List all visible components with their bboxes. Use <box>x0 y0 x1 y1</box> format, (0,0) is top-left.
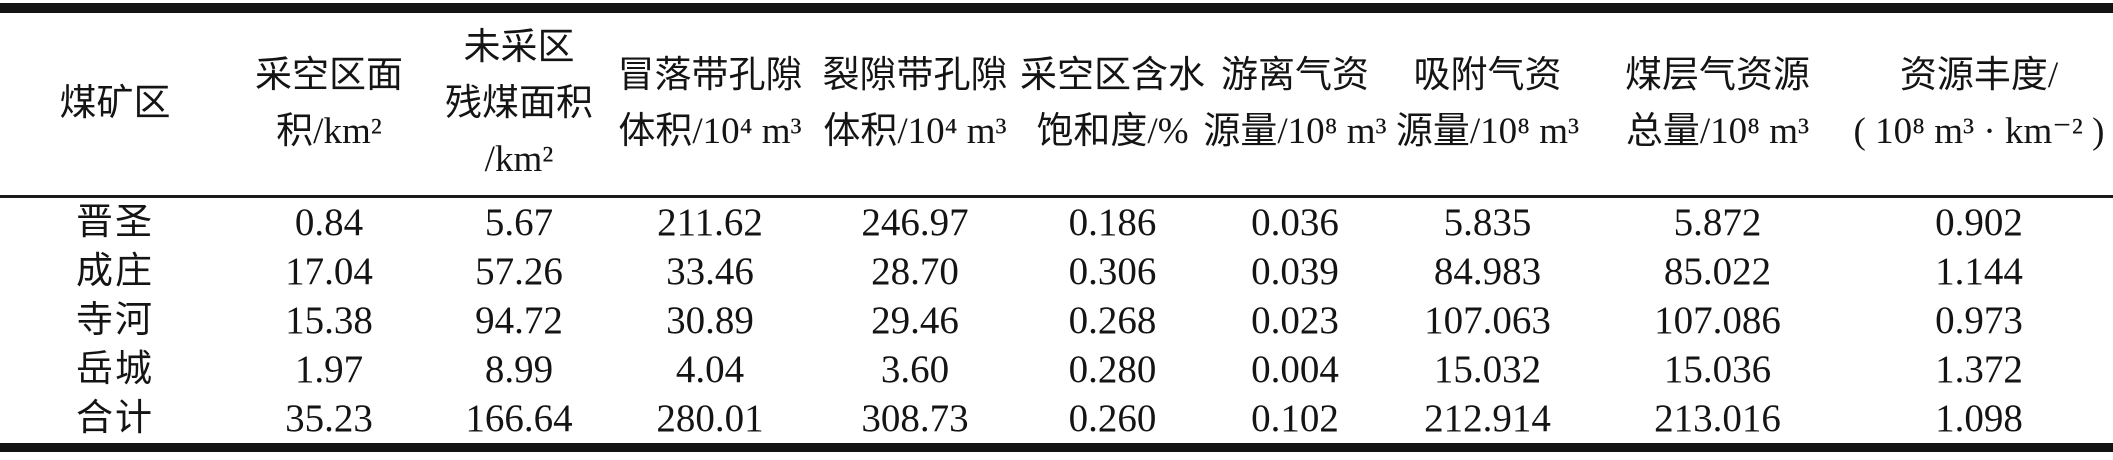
cell-caving-zone-pore: 33.46 <box>666 250 754 293</box>
header-line: 吸附气资 <box>1413 55 1562 96</box>
header-line: 冒落带孔隙 <box>617 55 803 96</box>
cell-resource-abundance: 0.973 <box>1935 299 2023 342</box>
cell-cbm-total: 5.872 <box>1673 201 1762 244</box>
cell-goaf-area: 15.38 <box>285 299 373 342</box>
cell-resource-abundance: 1.144 <box>1935 250 2023 293</box>
cell-fracture-zone-pore: 308.73 <box>861 397 969 440</box>
cell-fracture-zone-pore: 3.60 <box>880 348 950 391</box>
cell-unmined-coal-area: 8.99 <box>484 348 554 391</box>
cell-free-gas: 0.004 <box>1251 348 1339 391</box>
cell-cbm-total: 85.022 <box>1663 250 1772 293</box>
cell-free-gas: 0.036 <box>1251 201 1339 244</box>
cell-adsorbed-gas: 84.983 <box>1433 250 1542 293</box>
cell-caving-zone-pore: 30.89 <box>666 299 754 342</box>
table-row-chengzhuang: 成庄 17.04 57.26 33.46 28.70 0.306 0.039 8… <box>0 247 2113 296</box>
cell-resource-abundance: 1.098 <box>1935 397 2023 440</box>
column-header-cbm-total: 煤层气资源 总量/10⁸ m³ <box>1590 13 1845 195</box>
cell-resource-abundance: 1.372 <box>1935 348 2023 391</box>
column-header-caving-zone-pore: 冒落带孔隙 体积/10⁴ m³ <box>610 13 810 195</box>
cell-caving-zone-pore: 280.01 <box>656 397 764 440</box>
table-row-yuecheng: 岳城 1.97 8.99 4.04 3.60 0.280 0.004 15.03… <box>0 345 2113 394</box>
cell-cbm-total: 213.016 <box>1654 397 1781 440</box>
column-header-unmined-coal-area: 未采区 残煤面积 /km² <box>428 13 610 195</box>
table-header-row: 煤矿区 采空区面 积/km² 未采区 残煤面积 /km² 冒落带孔隙 体积/10… <box>0 13 2113 195</box>
header-line: 积/km² <box>276 111 382 152</box>
cell-fracture-zone-pore: 28.70 <box>871 250 959 293</box>
cell-water-saturation: 0.280 <box>1068 348 1157 391</box>
cell-adsorbed-gas: 5.835 <box>1443 201 1532 244</box>
cell-unmined-coal-area: 57.26 <box>475 250 563 293</box>
header-line: 残煤面积 <box>445 83 593 124</box>
cell-mine-name: 岳城 <box>76 349 154 390</box>
cell-water-saturation: 0.260 <box>1068 397 1157 440</box>
cell-mine-name: 合计 <box>76 398 154 439</box>
cell-cbm-total: 107.086 <box>1654 299 1781 342</box>
cell-goaf-area: 1.97 <box>294 348 364 391</box>
cell-water-saturation: 0.268 <box>1068 299 1157 342</box>
header-line: 饱和度/% <box>1036 111 1189 152</box>
header-line: 源量/10⁸ m³ <box>1203 111 1387 152</box>
cell-free-gas: 0.102 <box>1251 397 1339 440</box>
cell-water-saturation: 0.306 <box>1068 250 1157 293</box>
column-header-fracture-zone-pore: 裂隙带孔隙 体积/10⁴ m³ <box>810 13 1020 195</box>
column-header-free-gas: 游离气资 源量/10⁸ m³ <box>1203 13 1387 195</box>
cell-free-gas: 0.023 <box>1251 299 1339 342</box>
header-line: 裂隙带孔隙 <box>822 55 1008 96</box>
table-row-sihe: 寺河 15.38 94.72 30.89 29.46 0.268 0.023 1… <box>0 296 2113 345</box>
header-line: 煤矿区 <box>59 83 171 124</box>
column-header-mine-area: 煤矿区 <box>0 13 230 195</box>
cell-caving-zone-pore: 211.62 <box>657 201 763 244</box>
cell-free-gas: 0.039 <box>1251 250 1339 293</box>
cell-fracture-zone-pore: 246.97 <box>861 201 969 244</box>
table-row-total: 合计 35.23 166.64 280.01 308.73 0.260 0.10… <box>0 394 2113 443</box>
header-line: 资源丰度/ <box>1899 55 2059 96</box>
header-line: 煤层气资源 <box>1625 55 1810 96</box>
header-line: 未采区 <box>463 27 575 68</box>
cell-cbm-total: 15.036 <box>1663 348 1772 391</box>
header-line: 体积/10⁴ m³ <box>823 111 1007 152</box>
cell-goaf-area: 35.23 <box>285 397 373 440</box>
cell-adsorbed-gas: 15.032 <box>1433 348 1542 391</box>
cell-mine-name: 成庄 <box>76 251 154 292</box>
column-header-water-saturation: 采空区含水 饱和度/% <box>1020 13 1205 195</box>
header-line: 采空区含水 <box>1020 55 1205 96</box>
header-line: 采空区面 <box>255 55 403 96</box>
column-header-adsorbed-gas: 吸附气资 源量/10⁸ m³ <box>1385 13 1590 195</box>
table-bottom-rule <box>0 443 2113 452</box>
cell-mine-name: 寺河 <box>76 300 154 341</box>
cell-fracture-zone-pore: 29.46 <box>871 299 959 342</box>
cell-water-saturation: 0.186 <box>1068 201 1157 244</box>
cell-unmined-coal-area: 94.72 <box>475 299 563 342</box>
cell-goaf-area: 17.04 <box>285 250 373 293</box>
cell-unmined-coal-area: 166.64 <box>465 397 573 440</box>
cell-adsorbed-gas: 107.063 <box>1424 299 1551 342</box>
header-line: 体积/10⁴ m³ <box>618 111 802 152</box>
header-line: 游离气资 <box>1221 55 1369 96</box>
header-line: 总量/10⁸ m³ <box>1625 111 1810 152</box>
cell-mine-name: 晋圣 <box>76 202 154 243</box>
column-header-resource-abundance: 资源丰度/ ( 10⁸ m³ · km⁻² ) <box>1845 13 2113 195</box>
cell-adsorbed-gas: 212.914 <box>1424 397 1551 440</box>
cell-unmined-coal-area: 5.67 <box>484 201 554 244</box>
cell-goaf-area: 0.84 <box>294 201 364 244</box>
cell-caving-zone-pore: 4.04 <box>675 348 745 391</box>
coal-mine-gas-resource-table: 煤矿区 采空区面 积/km² 未采区 残煤面积 /km² 冒落带孔隙 体积/10… <box>0 3 2113 452</box>
table-row-jinsheng: 晋圣 0.84 5.67 211.62 246.97 0.186 0.036 5… <box>0 198 2113 247</box>
table-header-rule <box>0 195 2113 198</box>
table-top-rule <box>0 3 2113 13</box>
header-line: /km² <box>484 139 554 180</box>
header-line: 源量/10⁸ m³ <box>1395 111 1580 152</box>
cell-resource-abundance: 0.902 <box>1935 201 2023 244</box>
header-line: ( 10⁸ m³ · km⁻² ) <box>1853 111 2105 152</box>
column-header-goaf-area: 采空区面 积/km² <box>230 13 428 195</box>
